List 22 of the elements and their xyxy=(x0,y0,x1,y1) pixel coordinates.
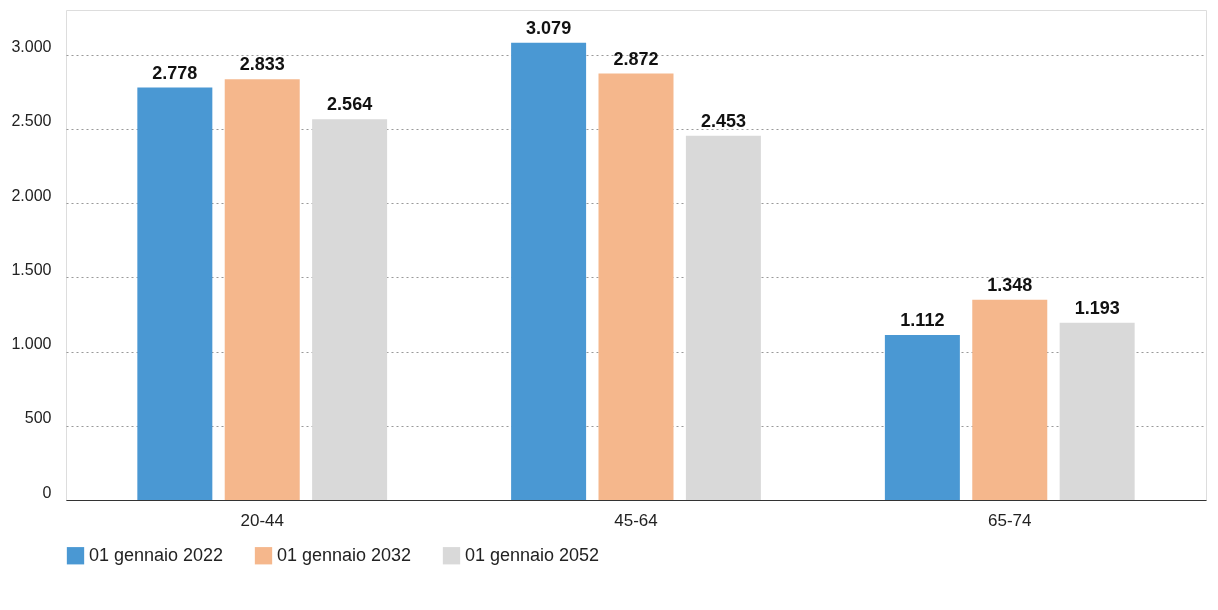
data-label: 2.833 xyxy=(239,54,285,75)
y-tick-label: 1.500 xyxy=(11,260,52,278)
y-tick-label: 0 xyxy=(42,483,52,501)
data-label: 2.564 xyxy=(327,94,373,115)
legend-label: 01 gennaio 2052 xyxy=(465,544,600,565)
data-label: 2.778 xyxy=(152,62,198,83)
data-label: 2.872 xyxy=(613,48,659,69)
data-label: 1.348 xyxy=(987,274,1033,295)
y-tick-label: 1.000 xyxy=(11,335,52,353)
y-tick-label: 2.500 xyxy=(11,112,52,130)
y-tick-label: 3.000 xyxy=(11,38,52,56)
x-tick-label: 65-74 xyxy=(988,510,1032,530)
x-tick-label: 20-44 xyxy=(240,510,284,530)
legend-label: 01 gennaio 2032 xyxy=(277,544,412,565)
y-tick-label: 500 xyxy=(24,409,52,427)
legend-label: 01 gennaio 2022 xyxy=(89,544,224,565)
x-tick-label: 45-64 xyxy=(614,510,658,530)
data-label: 1.112 xyxy=(900,309,945,330)
data-label: 1.193 xyxy=(1074,297,1120,318)
y-tick-label: 2.000 xyxy=(11,186,52,204)
data-label: 3.079 xyxy=(526,17,572,38)
data-label: 2.453 xyxy=(700,110,746,131)
